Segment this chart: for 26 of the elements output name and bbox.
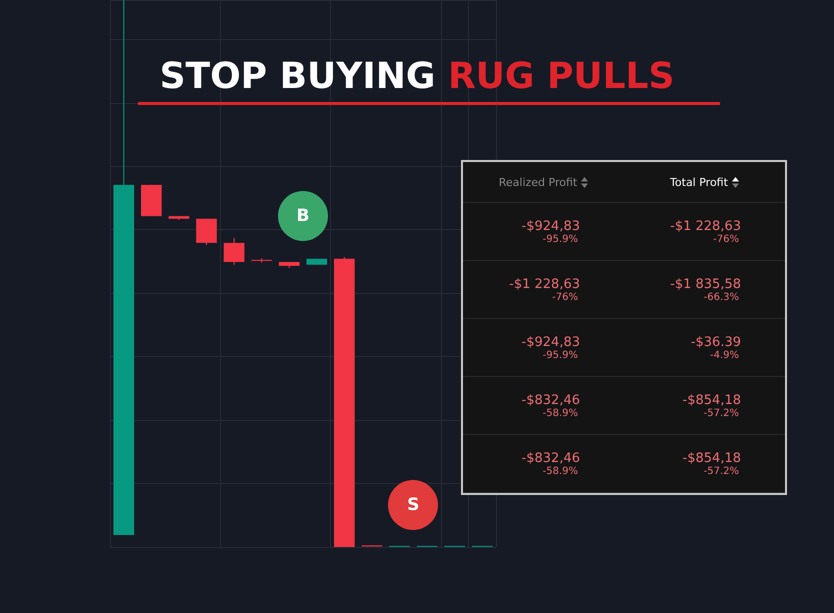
- text: -95.9%: [542, 234, 579, 244]
- text: -$1 228,63: [508, 276, 580, 292]
- annotation: B: [278, 191, 328, 241]
- text: -$832,46: [520, 392, 580, 408]
- text: -57.2%: [702, 466, 740, 476]
- text: -58.9%: [542, 466, 579, 476]
- text: -66.3%: [702, 292, 740, 302]
- text: -$854,18: [682, 450, 741, 466]
- annotation: S: [388, 480, 438, 530]
- text: STOP BUYING RUG PULLS: [160, 56, 674, 97]
- text: -$854,18: [682, 392, 741, 408]
- text: -58.9%: [542, 408, 579, 418]
- text: -$36.39: [690, 334, 741, 350]
- text: -57.2%: [702, 408, 740, 418]
- text: -$832,46: [520, 450, 580, 466]
- text: -$924,83: [520, 334, 580, 350]
- text: -$1 835,58: [669, 276, 741, 292]
- candlestick: [224, 237, 244, 266]
- text: -95.9%: [542, 350, 579, 360]
- text: Total Profit: [670, 176, 728, 188]
- text: -76%: [712, 234, 740, 244]
- text: -4.9%: [708, 350, 740, 360]
- text: -$1 228,63: [669, 218, 741, 234]
- text: Realized Profit: [498, 176, 578, 188]
- text: -76%: [551, 292, 579, 302]
- text: -$924,83: [520, 218, 580, 234]
